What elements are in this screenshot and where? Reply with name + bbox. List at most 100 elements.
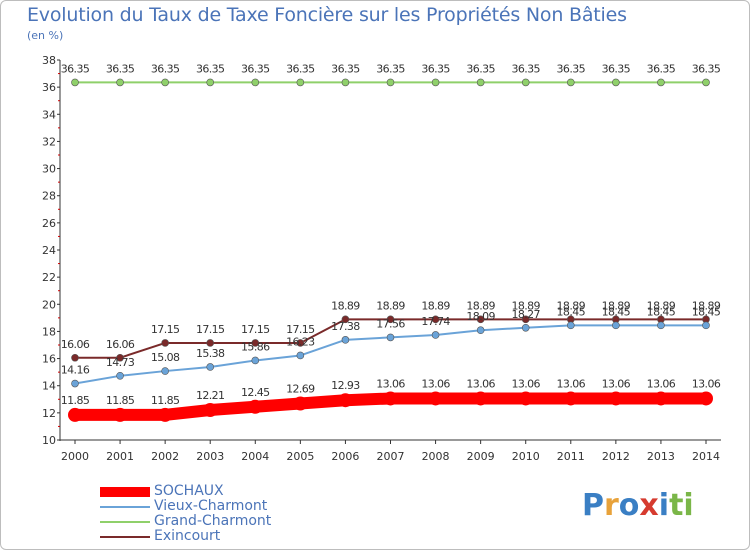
- data-point: [657, 321, 665, 330]
- data-label: 12.45: [241, 386, 270, 399]
- data-point: [431, 315, 440, 324]
- data-point: [566, 78, 575, 87]
- data-point: [702, 321, 710, 330]
- data-point: [431, 331, 440, 339]
- data-label: 36.35: [331, 62, 360, 75]
- data-point: [251, 339, 260, 347]
- data-label: 13.06: [692, 377, 721, 390]
- data-label: 13.06: [602, 377, 631, 390]
- data-point: [116, 372, 124, 380]
- data-label: 13.06: [557, 377, 586, 390]
- logo-letter: t: [669, 488, 684, 523]
- data-point: [476, 326, 485, 335]
- data-label: 36.35: [151, 62, 180, 75]
- data-point: [341, 315, 350, 324]
- logo-letter: o: [618, 488, 640, 523]
- data-point: [203, 403, 218, 418]
- legend-swatch: [100, 506, 150, 508]
- x-tick-label: 2005: [286, 450, 314, 463]
- data-label: 36.35: [286, 62, 315, 75]
- data-point: [116, 78, 124, 87]
- data-label: 36.35: [602, 62, 631, 75]
- y-tick-label: 28: [42, 190, 56, 203]
- data-label: 11.85: [61, 394, 90, 407]
- data-label: 17.56: [376, 317, 405, 330]
- legend-swatch: [100, 521, 150, 523]
- y-tick-label: 14: [42, 380, 56, 393]
- data-point: [248, 399, 263, 414]
- data-label: 18.45: [602, 305, 631, 318]
- data-label: 15.86: [241, 340, 270, 353]
- chart-subtitle: (en %): [27, 29, 64, 42]
- data-label: 18.45: [647, 305, 676, 318]
- data-label: 14.16: [61, 364, 90, 377]
- data-point: [251, 78, 260, 87]
- data-label: 11.85: [151, 394, 180, 407]
- data-label: 15.38: [196, 347, 225, 360]
- x-tick-label: 2001: [106, 450, 134, 463]
- data-point: [657, 78, 665, 87]
- data-point: [113, 407, 128, 422]
- data-label: 18.27: [511, 308, 540, 321]
- data-point: [71, 78, 79, 87]
- legend-item-vieux-charmont: Vieux-Charmont: [100, 498, 400, 514]
- data-label: 15.08: [151, 351, 180, 364]
- data-label: 11.85: [106, 394, 135, 407]
- data-point: [296, 351, 305, 360]
- y-tick-label: 18: [42, 325, 56, 338]
- data-point: [338, 393, 353, 408]
- data-label: 18.89: [602, 299, 631, 312]
- data-label: 17.38: [331, 320, 360, 333]
- data-label: 18.89: [331, 299, 360, 312]
- x-tick-label: 2012: [602, 450, 630, 463]
- data-label: 17.15: [151, 323, 180, 336]
- data-point: [476, 78, 485, 87]
- data-point: [296, 339, 305, 347]
- data-label: 36.35: [692, 62, 721, 75]
- data-point: [521, 78, 530, 87]
- data-label: 36.35: [421, 62, 450, 75]
- data-point: [608, 391, 623, 406]
- data-point: [518, 391, 533, 406]
- data-label: 18.89: [376, 299, 405, 312]
- logo-letter: i: [658, 488, 670, 523]
- data-label: 12.69: [286, 382, 315, 395]
- data-point: [563, 391, 578, 406]
- x-tick-label: 2009: [467, 450, 495, 463]
- data-point: [206, 78, 215, 87]
- legend-item-grand-charmont: Grand-Charmont: [100, 513, 400, 529]
- y-tick-label: 36: [42, 81, 56, 94]
- x-tick-label: 2002: [151, 450, 179, 463]
- data-label: 18.89: [511, 299, 540, 312]
- data-point: [386, 78, 395, 87]
- y-tick-label: 34: [42, 108, 56, 121]
- data-label: 36.35: [241, 62, 270, 75]
- data-label: 13.06: [647, 377, 676, 390]
- data-point: [251, 356, 260, 365]
- data-point: [521, 323, 530, 332]
- legend-label: Vieux-Charmont: [154, 498, 268, 514]
- data-point: [341, 336, 350, 344]
- data-label: 18.09: [466, 310, 495, 323]
- data-label: 17.15: [286, 323, 315, 336]
- data-label: 18.89: [647, 299, 676, 312]
- y-tick-label: 38: [42, 54, 56, 67]
- data-point: [428, 391, 443, 406]
- data-label: 17.15: [241, 323, 270, 336]
- data-label: 17.15: [196, 323, 225, 336]
- y-tick-label: 30: [42, 163, 56, 176]
- data-label: 16.06: [106, 338, 135, 351]
- data-label: 36.35: [466, 62, 495, 75]
- data-label: 13.06: [466, 377, 495, 390]
- data-label: 36.35: [511, 62, 540, 75]
- data-label: 36.35: [61, 62, 90, 75]
- logo-letter: r: [604, 488, 619, 523]
- logo-letter: i: [683, 488, 694, 523]
- x-tick-label: 2011: [557, 450, 585, 463]
- x-tick-label: 2008: [422, 450, 450, 463]
- chart-title: Evolution du Taux de Taxe Foncière sur l…: [27, 4, 627, 26]
- data-point: [161, 78, 169, 87]
- data-label: 13.06: [376, 377, 405, 390]
- data-point: [296, 78, 305, 87]
- data-point: [473, 391, 488, 406]
